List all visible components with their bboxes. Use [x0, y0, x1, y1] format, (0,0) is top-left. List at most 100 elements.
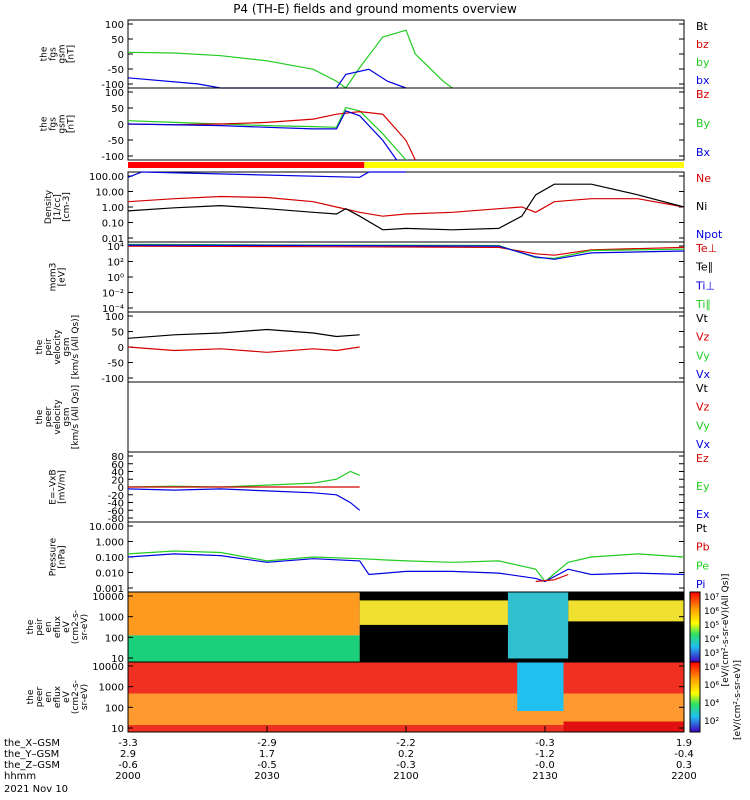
legend-entry: Vy: [696, 419, 710, 432]
heatmap-elec-low: [563, 721, 684, 732]
y-tick-label: 10⁴: [107, 242, 124, 253]
y-axis-label: [km/s (All Qs)]: [71, 385, 81, 449]
legend-entry: Ti⊥: [695, 279, 715, 292]
legend-entry: Vy: [696, 349, 710, 362]
series-density-npot: [127, 171, 406, 178]
heatmap-ion-burst: [507, 592, 569, 659]
y-axis-label: (cm2-s-: [71, 610, 81, 644]
y-tick-label: 0: [118, 120, 124, 131]
panel-fgs-gsm: 100 50 0 -50 -100 the fgs gsm [nT] Bt bz by bx: [40, 19, 710, 91]
y-tick-label: -100: [101, 152, 124, 163]
legend-entry: Vt: [696, 382, 709, 395]
series-fgs-gsm-zoom-bz: [127, 110, 416, 161]
y-axis-label: the: [35, 409, 45, 424]
y-axis-label: en: [44, 691, 54, 702]
series-fgs-gsm-zoom-by: [127, 106, 407, 161]
legend-entry: Vz: [696, 401, 710, 414]
legend-entry: Pb: [696, 541, 710, 554]
y-tick-label: -50: [108, 65, 124, 76]
y-tick-label: 100: [105, 88, 124, 99]
y-tick-label: -80: [108, 514, 124, 525]
colorbar-label: [eV/(cm²-s-sr-eV)]: [733, 660, 743, 740]
y-axis-label: fgs: [49, 47, 59, 61]
legend-entry: Bt: [696, 20, 709, 33]
legend-entry: Bx: [696, 146, 711, 159]
y-tick-label: 10⁻²: [102, 289, 124, 300]
y-axis-label: eflux: [53, 685, 63, 708]
y-tick-label: 100.00: [89, 172, 124, 183]
x-row-label-the_Z_GSM: the_Z–GSM: [4, 760, 60, 771]
y-axis-label: velocity: [53, 399, 63, 435]
x-tick-value-the_Y_GSM: -0.4: [674, 749, 694, 760]
y-tick-label: -40: [108, 499, 124, 510]
x-tick-value-hhmm: 2200: [671, 771, 696, 782]
mode-bar-segment: [364, 162, 684, 168]
y-tick-label: 1000: [99, 683, 124, 694]
series-peir-velocity-vz: [127, 346, 360, 353]
legend-entry: Pi: [696, 578, 705, 591]
legend-entry: Ni: [696, 200, 707, 213]
panel-peer-en-eflux: 10000 1000 100 10 the peer en eflux eV (cm2-s-sr-…: [26, 661, 685, 735]
y-axis-label: Pressure: [49, 537, 59, 576]
colorbar-tick: 10⁷: [704, 593, 719, 603]
colorbar-tick: 10⁵: [704, 621, 719, 631]
series-temperature-ti⊥: [127, 244, 685, 260]
legend-entry: Pt: [696, 522, 708, 535]
y-tick-label: 10⁰: [107, 273, 124, 284]
series-temperature-te⊥: [127, 245, 685, 256]
heatmap-ion-low: [128, 635, 360, 662]
y-tick-label: 50: [111, 104, 124, 115]
y-axis-label: gsm: [58, 114, 68, 133]
y-axis-label: gsm: [58, 44, 68, 63]
y-tick-label: -100: [101, 374, 124, 385]
y-tick-label: 10²: [107, 258, 124, 269]
colorbar-tick: 10³: [704, 649, 719, 659]
y-axis-label: gsm: [62, 337, 72, 356]
legend-entry: Ex: [696, 508, 710, 521]
series-peir-velocity-vt: [127, 328, 360, 339]
x-tick-value-the_X_GSM: -2.2: [396, 738, 416, 749]
panel-frame: [127, 521, 685, 593]
y-tick-label: 1000: [99, 613, 124, 624]
y-tick-label: 40: [111, 468, 124, 479]
y-axis-label: eV: [62, 690, 72, 703]
y-tick-label: 10: [111, 654, 124, 665]
x-tick-value-hhmm: 2000: [115, 771, 140, 782]
y-axis-label: gsm: [62, 407, 72, 426]
date-label: 2021 Nov 10: [4, 784, 68, 795]
y-axis-label: the: [40, 46, 50, 61]
panel-pressure: 10.000 1.000 0.100 0.010 0.001 Pressure [nPa] P…: [49, 521, 710, 595]
x-tick-value-the_Y_GSM: -1.2: [535, 749, 555, 760]
y-axis-label: (cm2-s-: [71, 680, 81, 714]
x-tick-value-the_Z_GSM: 0.3: [676, 760, 692, 771]
x-tick-value-hhmm: 2130: [532, 771, 557, 782]
y-tick-label: 100: [105, 703, 124, 714]
y-axis-label: velocity: [53, 329, 63, 365]
y-tick-label: 80: [111, 452, 124, 463]
y-axis-label: [eV]: [58, 268, 68, 287]
legend-entry: Te∥: [695, 261, 713, 274]
y-axis-label: the: [26, 619, 36, 634]
y-tick-label: 0.01: [102, 234, 124, 245]
series-pressure-pi: [127, 553, 685, 583]
panel-peir-velocity: 100 50 0 -50 -100 the peir velocity gsm [km/s (Al…: [35, 311, 711, 385]
x-tick-value-the_Y_GSM: 1.7: [259, 749, 275, 760]
x-tick-value-the_Z_GSM: -0.5: [257, 760, 277, 771]
colorbar-tick: 10⁶: [704, 607, 719, 617]
y-axis-label: eflux: [53, 615, 63, 638]
heatmap-ion-yellow-right: [568, 600, 684, 622]
y-axis-label: sr-eV): [80, 684, 90, 710]
x-tick-value-the_X_GSM: -0.3: [535, 738, 555, 749]
legend-entry: Ti∥: [695, 298, 711, 311]
heatmap-elec-mid: [128, 693, 684, 725]
y-axis-label: en: [44, 621, 54, 632]
y-tick-label: 0.100: [95, 553, 124, 564]
y-axis-label: fgs: [49, 117, 59, 131]
y-tick-label: 10.000: [89, 522, 124, 533]
x-row-label-the_Y_GSM: the_Y–GSM: [4, 749, 59, 760]
series-density-ni: [127, 183, 685, 231]
y-tick-label: 50: [111, 35, 124, 46]
y-tick-label: 1.00: [102, 203, 124, 214]
